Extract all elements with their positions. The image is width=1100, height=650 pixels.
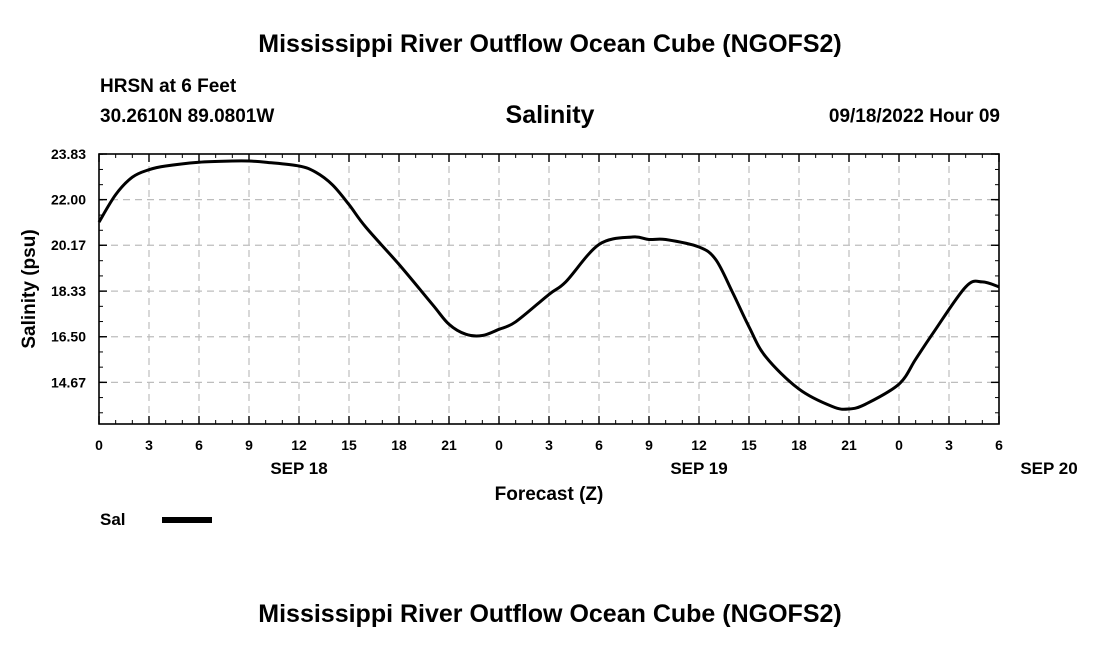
y-tick-label: 22.00: [51, 192, 86, 208]
x-tick-label: 18: [391, 437, 407, 453]
x-tick-label: 12: [691, 437, 707, 453]
x-tick-label: 0: [895, 437, 903, 453]
x-tick-label: 18: [791, 437, 807, 453]
x-tick-label: 0: [95, 437, 103, 453]
page-title: Mississippi River Outflow Ocean Cube (NG…: [258, 30, 842, 58]
plot-frame: [98, 153, 1000, 425]
station-name: HRSN at 6 Feet: [100, 76, 237, 97]
station-coordinates: 30.2610N 89.0801W: [100, 106, 275, 127]
legend-swatch-sal: [162, 517, 212, 523]
x-tick-label: 15: [741, 437, 757, 453]
chart-title: Salinity: [505, 101, 595, 129]
forecast-datetime: 09/18/2022 Hour 09: [828, 106, 1000, 127]
x-day-label: SEP 18: [270, 459, 327, 478]
x-tick-label: 3: [545, 437, 553, 453]
x-tick-label: 6: [595, 437, 603, 453]
series-line-sal: [97, 159, 1000, 411]
x-tick-label: 6: [195, 437, 203, 453]
footer-title: Mississippi River Outflow Ocean Cube (NG…: [258, 600, 842, 628]
x-day-label: SEP 19: [670, 459, 727, 478]
y-tick-label: 18.33: [51, 283, 86, 299]
x-tick-label: 0: [495, 437, 503, 453]
x-axis-title: Forecast (Z): [495, 484, 604, 505]
x-tick-label: 9: [645, 437, 653, 453]
x-tick-label: 21: [441, 437, 457, 453]
legend-label-sal: Sal: [100, 510, 126, 529]
x-day-label: SEP 20: [1020, 459, 1077, 478]
y-axis-title: Salinity (psu): [19, 229, 40, 348]
y-tick-label: 23.83: [51, 146, 86, 162]
x-tick-label: 6: [995, 437, 1003, 453]
y-tick-label: 20.17: [51, 237, 86, 253]
x-tick-label: 9: [245, 437, 253, 453]
y-tick-label: 16.50: [51, 329, 86, 345]
x-tick-label: 3: [145, 437, 153, 453]
x-tick-label: 21: [841, 437, 857, 453]
x-tick-label: 12: [291, 437, 307, 453]
x-tick-label: 3: [945, 437, 953, 453]
x-tick-label: 15: [341, 437, 357, 453]
y-tick-label: 14.67: [51, 374, 86, 390]
